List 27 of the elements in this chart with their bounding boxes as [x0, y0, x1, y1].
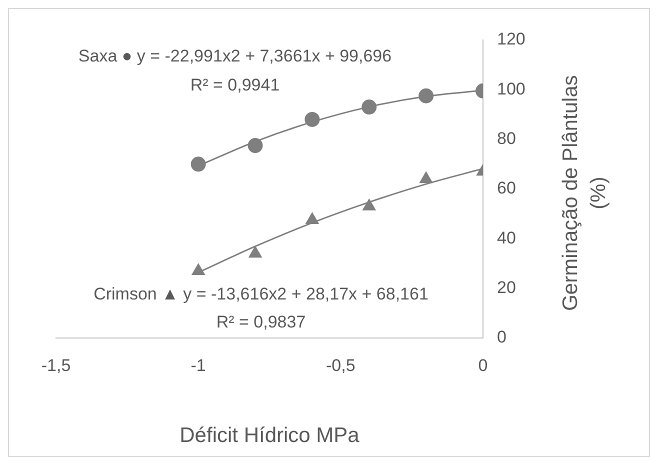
point — [362, 198, 376, 210]
point — [190, 156, 206, 172]
y-tick-label: 120 — [497, 30, 526, 49]
annotation: R² = 0,9941 — [190, 76, 280, 95]
y-tick-label: 40 — [497, 228, 516, 248]
x-tick-label: -0,5 — [326, 356, 356, 375]
point — [192, 263, 205, 275]
y-tick-label: 20 — [497, 278, 516, 298]
point — [304, 112, 320, 127]
point — [306, 212, 319, 224]
y-tick-label: 60 — [497, 178, 516, 198]
point — [248, 246, 262, 258]
point — [248, 138, 263, 154]
point — [418, 88, 434, 104]
y-tick-label: 100 — [497, 79, 526, 98]
annotation: Saxa ● y = -22,991x2 + 7,3661x + 99,696 — [78, 46, 392, 66]
annotation: R² = 0,9837 — [216, 312, 306, 332]
point — [362, 100, 377, 115]
y-axis-title: Germinação de Plântulas (%) — [558, 75, 610, 311]
x-tick-label: -1,5 — [41, 356, 71, 375]
y-tick-label: 80 — [497, 129, 516, 148]
annotation: Crimson ▲ y = -13,616x2 + 28,17x + 68,161 — [94, 284, 428, 304]
x-tick-label: -1 — [190, 356, 206, 375]
y-tick-label: 0 — [497, 328, 506, 347]
point — [420, 172, 433, 184]
x-axis-title: Déficit Hídrico MPa — [180, 424, 360, 447]
x-tick-label: 0 — [478, 356, 488, 375]
